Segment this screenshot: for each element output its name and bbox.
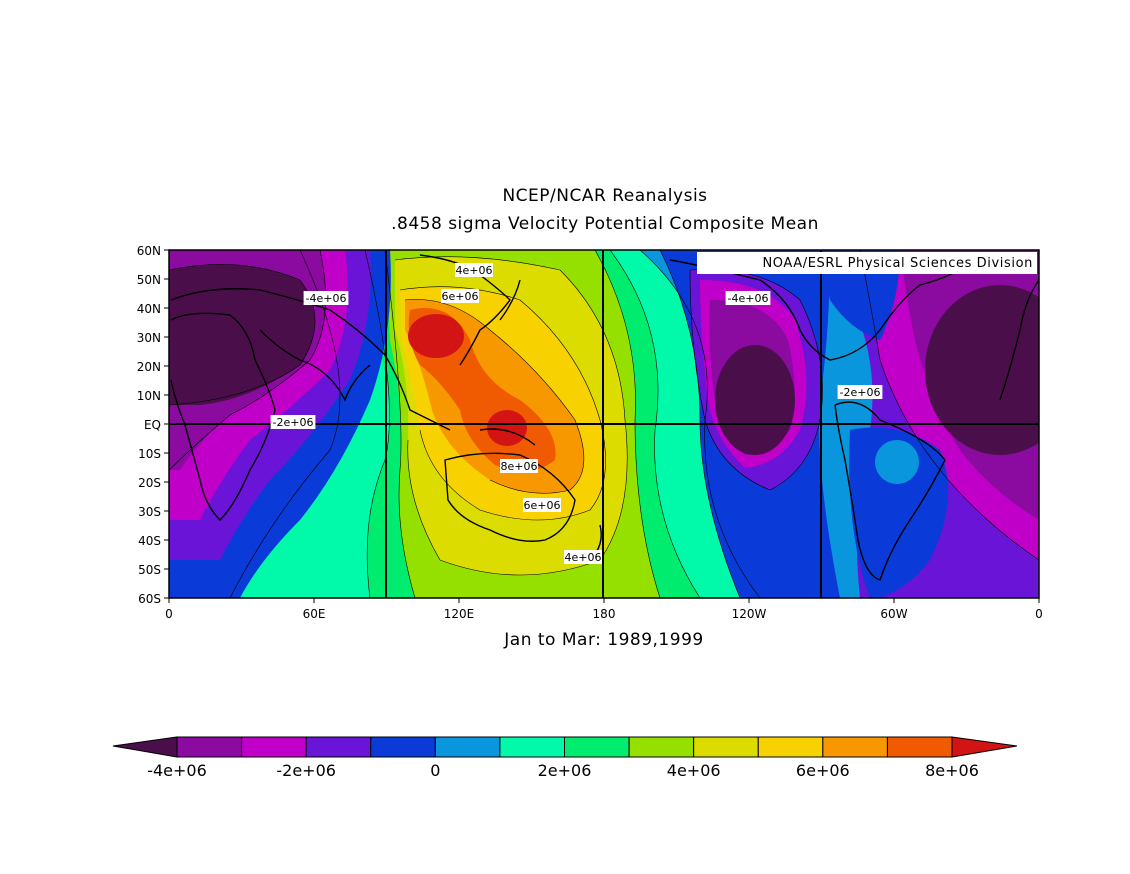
field-min-atl xyxy=(925,285,1039,455)
colorbar-swatch xyxy=(628,736,695,758)
coast-arabia-india xyxy=(259,329,371,402)
contour-label: 4e+06 xyxy=(565,551,602,564)
coast-north-america xyxy=(669,259,961,361)
contour-label-bg xyxy=(523,498,561,512)
colorbar-left-arrow xyxy=(112,736,178,758)
contour-line-13 xyxy=(169,264,316,406)
colorbar-right-arrow xyxy=(951,736,1018,758)
contour-line-3 xyxy=(384,250,416,598)
colorbar-swatch xyxy=(241,736,307,758)
lat-tick-label: 20S xyxy=(138,476,161,490)
contour-label: 8e+06 xyxy=(501,460,538,473)
field-max-asia xyxy=(408,314,464,358)
coast-australia xyxy=(444,452,576,542)
lat-tick-label: 10N xyxy=(137,389,161,403)
contour-label: -2e+06 xyxy=(273,416,314,429)
colorbar-label: -2e+06 xyxy=(276,761,336,780)
colorbar-swatch xyxy=(370,736,436,758)
colorbar-swatch xyxy=(176,736,243,758)
colorbar-label: 2e+06 xyxy=(538,761,592,780)
lat-tick-label: 40S xyxy=(138,534,161,548)
contour-label-bg xyxy=(441,289,479,303)
contour-line-6 xyxy=(594,250,661,598)
contour-label: -4e+06 xyxy=(728,292,769,305)
colorbar-label: -4e+06 xyxy=(147,761,207,780)
lon-tick-label: 60W xyxy=(880,607,907,621)
contour-line-11 xyxy=(689,269,823,491)
colorbar-label: 8e+06 xyxy=(925,761,979,780)
lon-tick-label: 60E xyxy=(303,607,326,621)
coast-south-america xyxy=(834,401,946,581)
contour-label: -4e+06 xyxy=(306,292,347,305)
colorbar-label: 0 xyxy=(430,761,440,780)
contour-label-bg xyxy=(725,291,771,305)
colorbar-label: 6e+06 xyxy=(796,761,850,780)
colorbar-swatch xyxy=(822,736,888,758)
coast-japan xyxy=(499,279,521,321)
lat-tick-label: 50N xyxy=(137,273,161,287)
credit-box xyxy=(697,252,1037,274)
lon-axis: 0 60E 120E 180 120W 60W 0 xyxy=(165,598,1043,621)
lat-tick-label: 50S xyxy=(138,563,161,577)
credit-text: NOAA/ESRL Physical Sciences Division xyxy=(762,256,1033,271)
lat-tick-label: 60N xyxy=(137,244,161,258)
contour-line-8 xyxy=(399,286,606,521)
lat-axis: 60N 50N 40N 30N 20N 10N EQ 10S 20S 30S 40S 50S 60S xyxy=(137,244,169,606)
contour-labels: 4e+06 6e+06 -4e+06 -4e+06 -2e+06 -2e+06 8e+06 6… xyxy=(270,263,883,564)
coast-africa xyxy=(170,312,276,521)
title-line-2: .8458 sigma Velocity Potential Composite… xyxy=(391,214,819,234)
contour-label-bg xyxy=(455,263,493,277)
lat-tick-label: 10S xyxy=(138,447,161,461)
contour-label-bg xyxy=(270,415,316,429)
contour-line-10 xyxy=(659,250,741,598)
colorbar-swatch xyxy=(499,736,565,758)
title-line-1: NCEP/NCAR Reanalysis xyxy=(502,186,708,206)
lon-tick-label: 120E xyxy=(444,607,475,621)
field-max-samerica xyxy=(875,440,919,484)
contour-label-bg xyxy=(303,291,349,305)
contour-label-bg xyxy=(564,550,602,564)
colorbar-label: 4e+06 xyxy=(667,761,721,780)
lon-tick-label: 120W xyxy=(732,607,767,621)
lon-tick-label: 180 xyxy=(593,607,616,621)
coast-new-guinea xyxy=(479,428,536,446)
coast-west-africa xyxy=(999,279,1039,401)
field-max-maritime xyxy=(487,410,527,446)
colorbar-swatch xyxy=(305,736,372,758)
contour-label: 6e+06 xyxy=(442,290,479,303)
lon-tick-label: 0 xyxy=(1035,607,1043,621)
contour-label: 6e+06 xyxy=(524,499,561,512)
contour-label: 4e+06 xyxy=(456,264,493,277)
contour-line-12 xyxy=(859,250,1039,561)
colorbar-swatch xyxy=(693,736,759,758)
contour-line-9 xyxy=(404,299,585,494)
lat-tick-label: 20N xyxy=(137,360,161,374)
field-low-eurasia-4 xyxy=(169,264,315,405)
contour-label-bg xyxy=(500,459,538,473)
coast-europe-asia xyxy=(170,288,451,431)
colorbar-swatch xyxy=(564,736,630,758)
lon-tick-label: 0 xyxy=(165,607,173,621)
lat-tick-label: 60S xyxy=(138,592,161,606)
colorbar-swatch xyxy=(757,736,824,758)
subtitle: Jan to Mar: 1989,1999 xyxy=(504,630,704,650)
lat-tick-label: EQ xyxy=(144,418,161,432)
contour-label-bg xyxy=(837,385,883,399)
colorbar-swatch xyxy=(434,736,501,758)
field-min-epac xyxy=(715,345,795,455)
lat-tick-label: 30S xyxy=(138,505,161,519)
contour-line-5 xyxy=(609,250,701,598)
colorbar: -4e+06 -2e+06 0 2e+06 4e+06 6e+06 8e+06 xyxy=(112,736,1018,780)
field-samerica-0 xyxy=(849,427,948,598)
contour-line-1 xyxy=(229,250,341,598)
contour-line-7 xyxy=(394,256,628,576)
colorbar-swatch xyxy=(886,736,953,758)
lat-tick-label: 40N xyxy=(137,302,161,316)
lat-tick-label: 30N xyxy=(137,331,161,345)
contour-label: -2e+06 xyxy=(840,386,881,399)
coastlines xyxy=(170,254,1039,581)
